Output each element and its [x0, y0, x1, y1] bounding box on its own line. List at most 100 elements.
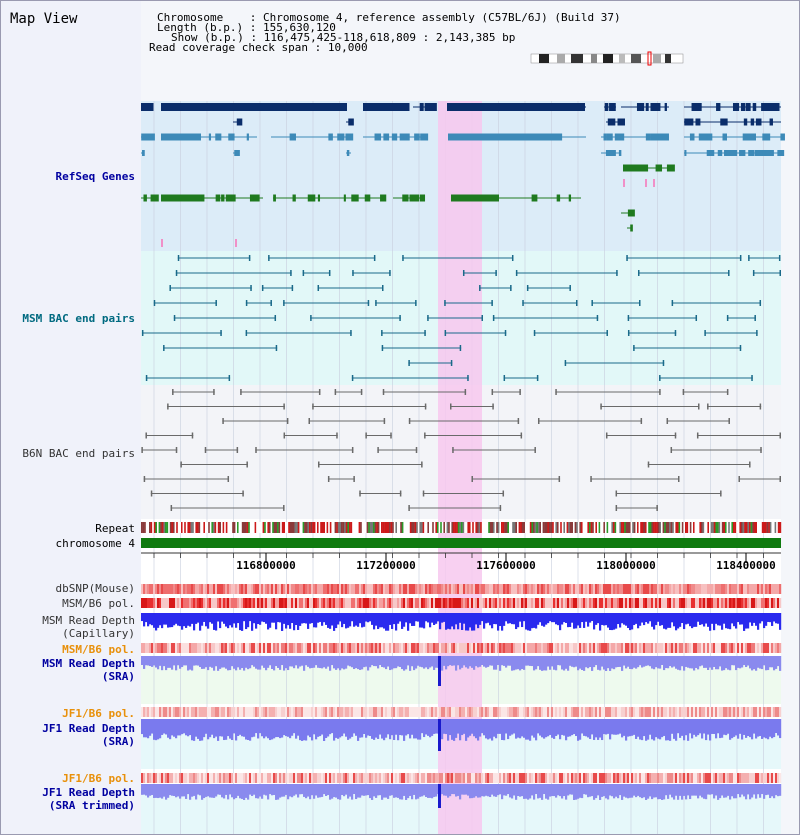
read-depth-bar — [509, 719, 512, 736]
polymorphism-cell — [281, 598, 284, 608]
read-depth-bar — [595, 656, 598, 666]
label-jf1-depth[interactable]: JF1 Read Depth — [42, 722, 135, 735]
label-b6n-bac[interactable]: B6N BAC end pairs — [22, 447, 135, 460]
label-dbsnp[interactable]: dbSNP(Mouse) — [55, 582, 135, 595]
read-depth-bar — [665, 719, 668, 741]
read-depth-bar — [705, 784, 708, 800]
gene-exon — [720, 118, 728, 126]
polymorphism-cell — [701, 707, 704, 717]
polymorphism-cell — [279, 598, 282, 608]
polymorphism-cell — [171, 707, 174, 717]
read-depth-bar — [553, 613, 556, 623]
polymorphism-cell — [165, 643, 168, 653]
read-depth-bar — [757, 656, 760, 668]
polymorphism-cell — [493, 584, 496, 594]
b6n-bac-pair-end — [605, 432, 608, 439]
read-depth-bar — [741, 656, 744, 668]
read-depth-bar — [703, 784, 706, 799]
label-msm-depth-capillary[interactable]: MSM Read Depth — [42, 614, 135, 627]
read-depth-bar — [491, 656, 494, 666]
polymorphism-cell — [177, 598, 180, 608]
polymorphism-cell — [491, 643, 494, 653]
polymorphism-cell — [685, 707, 688, 717]
polymorphism-cell — [341, 643, 344, 653]
label-repeat[interactable]: Repeat — [95, 522, 135, 535]
polymorphism-cell — [765, 643, 768, 653]
read-depth-bar — [703, 656, 706, 668]
read-depth-bar — [519, 784, 522, 797]
label-msm-bac[interactable]: MSM BAC end pairs — [22, 312, 135, 325]
read-depth-bar — [687, 613, 690, 624]
label-jf1-depth-trimmed[interactable]: JF1 Read Depth — [42, 786, 135, 799]
repeat-segment — [712, 522, 714, 533]
polymorphism-cell — [603, 584, 606, 594]
polymorphism-cell — [173, 707, 176, 717]
msm-bac-pair-end — [739, 345, 742, 351]
b6n-bac-pair-end — [415, 447, 418, 453]
read-depth-bar — [777, 784, 780, 797]
track-features[interactable] — [141, 103, 785, 808]
repeat-segment — [600, 522, 602, 533]
polymorphism-cell — [393, 643, 396, 653]
label-msm-b6-pol[interactable]: MSM/B6 pol. — [62, 597, 135, 610]
polymorphism-cell — [625, 773, 628, 783]
polymorphism-cell — [381, 773, 384, 783]
read-depth-bar — [155, 719, 158, 741]
polymorphism-cell — [711, 584, 714, 594]
repeat-segment — [729, 522, 732, 533]
read-depth-bar — [525, 613, 528, 630]
polymorphism-cell — [259, 707, 262, 717]
read-depth-bar — [629, 613, 632, 631]
polymorphism-cell — [323, 707, 326, 717]
polymorphism-cell — [607, 643, 610, 653]
read-depth-bar — [721, 613, 724, 630]
polymorphism-cell — [679, 707, 682, 717]
read-depth-bar — [307, 613, 310, 629]
read-depth-bar — [563, 656, 566, 671]
msm-bac-pair-end — [479, 285, 481, 291]
read-depth-bar — [303, 656, 306, 671]
polymorphism-cell — [517, 584, 520, 594]
polymorphism-cell — [727, 598, 730, 608]
read-depth-bar — [735, 656, 738, 671]
chromosome-ideogram[interactable] — [530, 51, 684, 66]
polymorphism-cell — [271, 598, 274, 608]
read-depth-bar — [161, 784, 164, 799]
label-refseq-genes[interactable]: RefSeq Genes — [55, 170, 135, 183]
read-depth-bar — [393, 784, 396, 798]
polymorphism-cell — [291, 584, 294, 594]
read-depth-bar — [455, 613, 458, 625]
gene-exon-block — [161, 133, 201, 141]
read-depth-bar — [775, 656, 778, 669]
polymorphism-cell — [329, 773, 332, 783]
polymorphism-cell — [529, 707, 532, 717]
msm-bac-pair-end — [637, 270, 640, 276]
label-msm-b6-pol-sra[interactable]: MSM/B6 pol. — [62, 643, 135, 656]
polymorphism-cell — [611, 598, 614, 608]
repeat-segment — [483, 522, 486, 533]
polymorphism-cell — [433, 584, 436, 594]
polymorphism-cell — [705, 584, 708, 594]
gene-exon-block — [161, 103, 347, 111]
gene-exon — [717, 150, 723, 156]
polymorphism-cell — [651, 707, 654, 717]
polymorphism-cell — [477, 598, 480, 608]
polymorphism-cell — [551, 598, 554, 608]
polymorphism-cell — [359, 598, 362, 608]
label-msm-depth-sra[interactable]: MSM Read Depth — [42, 657, 135, 670]
polymorphism-cell — [417, 773, 420, 783]
b6n-bac-pair-end — [696, 432, 699, 439]
read-depth-bar — [423, 719, 426, 738]
msm-bac-pair-end — [536, 375, 539, 381]
read-depth-bar — [371, 719, 374, 739]
polymorphism-cell — [481, 584, 484, 594]
read-depth-bar — [453, 719, 456, 741]
read-depth-bar — [261, 719, 264, 737]
read-depth-bar — [611, 784, 614, 797]
polymorphism-cell — [489, 598, 492, 608]
label-jf1-b6-pol[interactable]: JF1/B6 pol. — [62, 707, 135, 720]
repeat-segment — [609, 522, 612, 533]
label-chromosome[interactable]: chromosome 4 — [55, 537, 135, 550]
label-jf1-b6-pol-trimmed[interactable]: JF1/B6 pol. — [62, 772, 135, 785]
